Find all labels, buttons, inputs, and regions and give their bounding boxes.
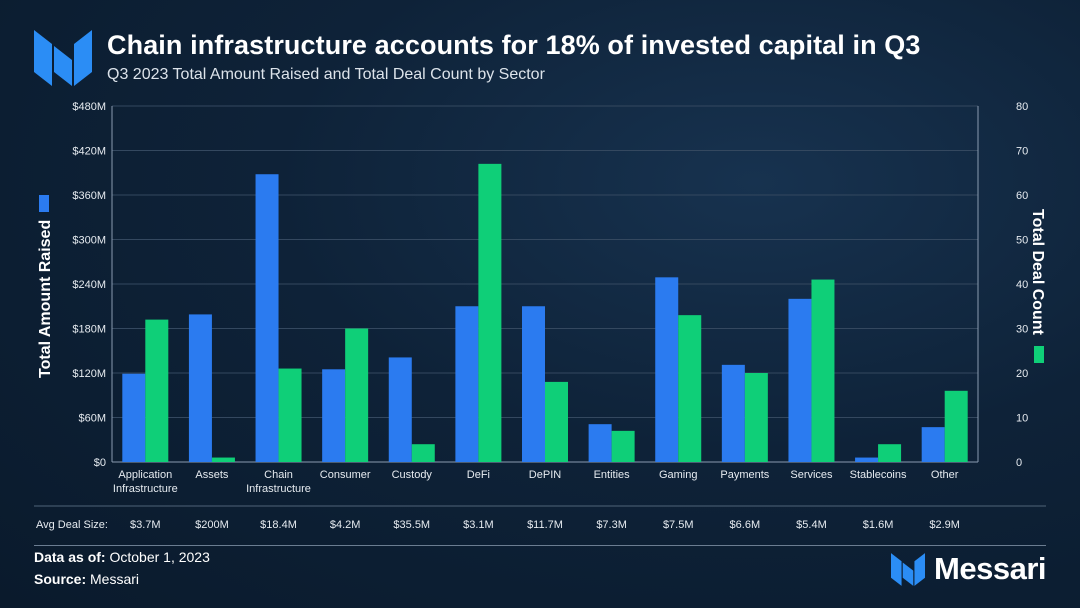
- left-axis-tick-label: $360M: [72, 190, 106, 202]
- right-axis-tick-label: 70: [1016, 146, 1028, 158]
- source: Source: Messari: [34, 571, 139, 587]
- left-axis-tick-label: $480M: [72, 101, 106, 113]
- bar-deal-count: [411, 444, 435, 462]
- avg-deal-size-value: $3.1M: [463, 519, 494, 531]
- x-axis-tick-label: Consumer: [320, 469, 371, 481]
- data-as-of-value: October 1, 2023: [109, 549, 210, 565]
- bar-amount-raised: [721, 364, 745, 462]
- avg-deal-size-value: $35.5M: [393, 519, 430, 531]
- avg-deal-size-value: $11.7M: [527, 519, 563, 531]
- x-axis-tick-label: Infrastructure: [246, 483, 311, 495]
- bar-amount-raised: [588, 424, 612, 462]
- bar-amount-raised: [788, 298, 812, 462]
- left-axis-tick-label: $240M: [72, 279, 106, 291]
- avg-deal-size-value: $2.9M: [929, 519, 960, 531]
- left-axis-tick-label: $420M: [72, 146, 106, 158]
- right-axis-tick-label: 10: [1016, 413, 1028, 425]
- bar-amount-raised: [388, 357, 412, 462]
- bar-amount-raised: [188, 314, 212, 462]
- footer-divider: [34, 545, 1046, 546]
- bar-deal-count: [811, 279, 835, 462]
- x-axis-tick-label: Assets: [195, 469, 229, 481]
- bar-deal-count: [145, 319, 169, 462]
- left-axis-tick-label: $60M: [78, 413, 106, 425]
- chart-subtitle: Q3 2023 Total Amount Raised and Total De…: [107, 66, 545, 83]
- left-axis-tick-label: $180M: [72, 324, 106, 336]
- x-axis-tick-label: DeFi: [467, 469, 490, 481]
- messari-logo-small-icon: [891, 552, 926, 586]
- x-axis-tick-label: Infrastructure: [113, 483, 178, 495]
- avg-deal-size-value: $5.4M: [796, 519, 827, 531]
- source-value: Messari: [90, 571, 140, 587]
- bar-amount-raised: [855, 457, 879, 462]
- avg-deal-size-value: $7.5M: [663, 519, 694, 531]
- bar-amount-raised: [921, 427, 945, 462]
- avg-deal-size-value: $200M: [195, 519, 229, 531]
- right-axis-tick-label: 80: [1016, 101, 1028, 113]
- left-axis-tick-label: $0: [94, 457, 106, 469]
- bar-deal-count: [545, 381, 568, 462]
- bar-deal-count: [878, 444, 902, 462]
- x-axis-tick-label: Services: [790, 469, 833, 481]
- x-axis-tick-label: Entities: [594, 469, 631, 481]
- brand: Messari: [891, 551, 1046, 587]
- bar-amount-raised: [122, 373, 146, 462]
- left-axis-legend-swatch: [39, 195, 49, 212]
- bar-amount-raised: [322, 369, 346, 462]
- bar-chart: $0 $60M $120M $180M $240M $300M $360M $420M $480…: [34, 101, 1046, 531]
- left-axis-tick-label: $300M: [72, 235, 106, 247]
- bar-deal-count: [744, 373, 768, 462]
- avg-deal-size-value: $7.3M: [596, 519, 627, 531]
- x-axis-tick-label: Chain: [264, 469, 293, 481]
- right-axis-title: Total Deal Count: [1029, 209, 1046, 336]
- bar-amount-raised: [522, 306, 545, 462]
- right-axis-tick-label: 60: [1016, 190, 1028, 202]
- right-axis-tick-label: 0: [1016, 457, 1022, 469]
- left-axis-tick-label: $120M: [72, 368, 106, 380]
- x-axis-tick-label: Other: [931, 469, 959, 481]
- bar-amount-raised: [255, 174, 279, 462]
- source-label: Source:: [34, 571, 87, 587]
- avg-deal-size-value: $1.6M: [863, 519, 894, 531]
- brand-name: Messari: [934, 551, 1046, 586]
- right-axis-tick-label: 40: [1016, 279, 1028, 291]
- left-axis-title: Total Amount Raised: [37, 220, 54, 378]
- bar-deal-count: [345, 328, 369, 462]
- avg-deal-size-value: $18.4M: [260, 519, 297, 531]
- right-axis-legend-swatch: [1034, 346, 1044, 363]
- data-as-of: Data as of: October 1, 2023: [34, 549, 210, 565]
- bar-amount-raised: [455, 306, 479, 462]
- x-axis-tick-label: Stablecoins: [850, 469, 907, 481]
- x-axis-tick-label: Custody: [392, 469, 433, 481]
- data-as-of-label: Data as of:: [34, 549, 106, 565]
- x-axis-tick-label: Application: [118, 469, 172, 481]
- avg-deal-size-label: Avg Deal Size:: [36, 519, 108, 531]
- x-axis-tick-label: Payments: [720, 469, 769, 481]
- x-axis-tick-label: DePIN: [529, 469, 561, 481]
- right-axis-tick-label: 50: [1016, 235, 1028, 247]
- messari-logo-icon: [34, 30, 92, 86]
- bar-deal-count: [211, 457, 235, 462]
- bar-amount-raised: [655, 277, 679, 462]
- bar-deal-count: [944, 390, 968, 462]
- avg-deal-size-value: $3.7M: [130, 519, 161, 531]
- right-axis-tick-label: 20: [1016, 368, 1028, 380]
- x-axis-tick-label: Gaming: [659, 469, 698, 481]
- bar-deal-count: [278, 368, 302, 462]
- right-axis-tick-label: 30: [1016, 324, 1028, 336]
- bar-deal-count: [678, 315, 702, 462]
- chart-title: Chain infrastructure accounts for 18% of…: [107, 30, 921, 60]
- bar-deal-count: [478, 163, 502, 462]
- avg-deal-size-value: $4.2M: [330, 519, 361, 531]
- bar-deal-count: [611, 430, 635, 462]
- avg-deal-size-value: $6.6M: [730, 519, 761, 531]
